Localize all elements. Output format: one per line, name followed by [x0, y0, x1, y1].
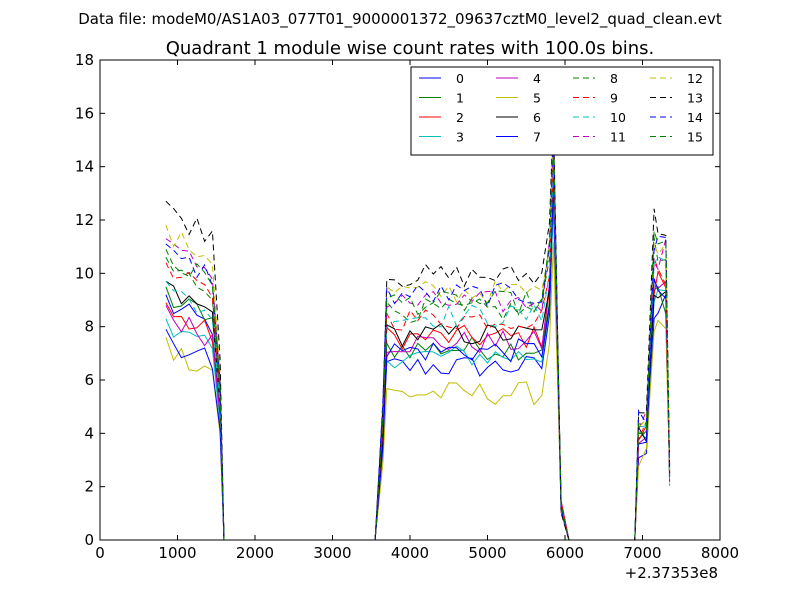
- legend-label-13: 13: [687, 91, 703, 106]
- y-tick-label-7: 14: [75, 158, 94, 176]
- y-tick-label-8: 16: [75, 104, 94, 122]
- legend-label-4: 4: [533, 71, 541, 86]
- y-tick-label-1: 2: [84, 478, 94, 496]
- legend-label-8: 8: [610, 71, 618, 86]
- x-tick-label-8: 8000: [701, 544, 739, 562]
- y-tick-label-2: 4: [84, 424, 94, 442]
- legend-label-9: 9: [610, 91, 618, 106]
- x-tick-label-4: 4000: [391, 544, 429, 562]
- chart-suptitle: Data file: modeM0/AS1A03_077T01_90000013…: [78, 10, 722, 29]
- y-tick-label-5: 10: [75, 264, 94, 282]
- legend-label-15: 15: [687, 130, 703, 145]
- legend-label-0: 0: [456, 71, 464, 86]
- x-tick-label-6: 6000: [546, 544, 584, 562]
- x-tick-label-7: 7000: [623, 544, 661, 562]
- y-tick-label-0: 0: [84, 531, 94, 549]
- x-tick-label-3: 3000: [313, 544, 351, 562]
- legend-box: [410, 66, 714, 156]
- legend-label-7: 7: [533, 130, 541, 145]
- x-tick-label-1: 1000: [158, 544, 196, 562]
- x-tick-label-5: 5000: [468, 544, 506, 562]
- legend-label-2: 2: [456, 110, 464, 125]
- legend-label-1: 1: [456, 91, 464, 106]
- chart-title: Quadrant 1 module wise count rates with …: [166, 38, 655, 59]
- legend-label-10: 10: [610, 110, 626, 125]
- y-tick-label-4: 8: [84, 318, 94, 336]
- legend-label-6: 6: [533, 110, 541, 125]
- legend-label-3: 3: [456, 130, 464, 145]
- x-tick-label-2: 2000: [236, 544, 274, 562]
- x-tick-label-0: 0: [95, 544, 105, 562]
- y-tick-label-3: 6: [84, 371, 94, 389]
- legend-label-12: 12: [687, 71, 703, 86]
- y-tick-label-6: 12: [75, 211, 94, 229]
- legend-label-11: 11: [610, 130, 626, 145]
- legend-label-14: 14: [687, 110, 703, 125]
- legend-label-5: 5: [533, 91, 541, 106]
- y-tick-label-9: 18: [75, 51, 94, 69]
- x-offset-label: +2.37353e8: [625, 564, 718, 582]
- x-axis: 0 1000 2000 3000 4000 5000 6000 7000 8000: [95, 60, 739, 562]
